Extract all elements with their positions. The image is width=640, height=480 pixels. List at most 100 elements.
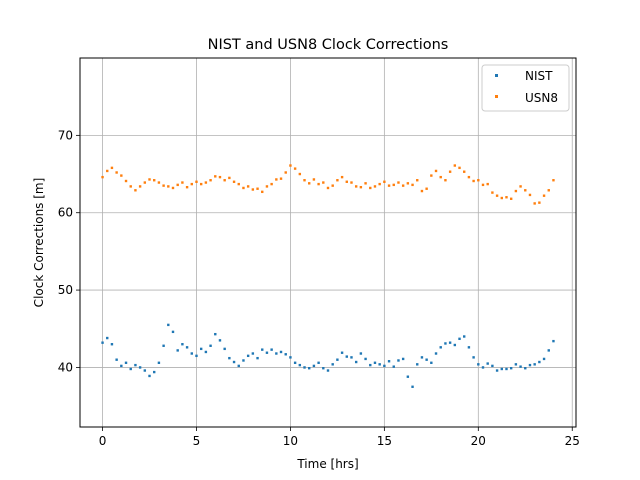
legend: NIST USN8 bbox=[481, 64, 570, 112]
data-point bbox=[528, 193, 532, 197]
data-point bbox=[317, 361, 320, 364]
data-point bbox=[383, 180, 386, 183]
data-point bbox=[463, 170, 466, 173]
data-point bbox=[256, 356, 259, 360]
data-point bbox=[392, 365, 395, 368]
data-point bbox=[101, 175, 104, 179]
y-tick-label: 50 bbox=[58, 283, 73, 297]
data-point bbox=[312, 364, 316, 368]
data-point bbox=[500, 367, 503, 371]
data-point bbox=[153, 370, 156, 374]
x-tick-label: 15 bbox=[377, 434, 392, 448]
data-point bbox=[148, 374, 151, 378]
data-point bbox=[542, 357, 546, 361]
data-point bbox=[509, 197, 513, 200]
data-point bbox=[120, 174, 123, 177]
data-point bbox=[176, 183, 179, 187]
data-point bbox=[430, 174, 433, 177]
data-point bbox=[270, 348, 273, 351]
data-point bbox=[524, 367, 527, 370]
data-point bbox=[162, 344, 165, 347]
data-point bbox=[308, 182, 311, 185]
data-point bbox=[458, 166, 461, 170]
data-point bbox=[171, 186, 175, 190]
data-point bbox=[289, 164, 292, 167]
data-point bbox=[345, 355, 348, 358]
data-point bbox=[359, 185, 363, 189]
data-point bbox=[373, 361, 377, 364]
x-axis-label: Time [hrs] bbox=[296, 457, 358, 471]
data-point bbox=[350, 181, 353, 184]
data-point bbox=[134, 363, 137, 367]
data-point bbox=[308, 367, 311, 370]
data-point bbox=[340, 175, 344, 179]
plot-data bbox=[101, 164, 555, 388]
data-point bbox=[251, 352, 255, 355]
data-point bbox=[350, 356, 353, 359]
data-point bbox=[369, 363, 372, 367]
data-point bbox=[331, 184, 334, 187]
data-point bbox=[115, 171, 118, 174]
data-point bbox=[453, 343, 457, 347]
data-point bbox=[538, 360, 541, 364]
data-point bbox=[232, 180, 236, 183]
data-point bbox=[134, 189, 137, 192]
data-point bbox=[293, 167, 297, 170]
data-point bbox=[120, 364, 123, 368]
legend-label-usn8: USN8 bbox=[525, 91, 558, 105]
data-point bbox=[284, 171, 287, 174]
data-point bbox=[101, 341, 104, 344]
axes-frame bbox=[79, 57, 577, 428]
data-point bbox=[354, 185, 358, 188]
data-point bbox=[463, 335, 466, 338]
axis-ticks: 0 5 10 15 20 25 40 50 60 70 bbox=[58, 128, 580, 448]
data-point bbox=[354, 360, 358, 364]
data-point bbox=[138, 366, 142, 369]
data-point bbox=[411, 385, 414, 388]
data-point bbox=[364, 182, 367, 185]
data-point bbox=[491, 191, 494, 194]
data-point bbox=[190, 352, 193, 355]
data-point bbox=[157, 361, 161, 364]
data-point bbox=[265, 185, 269, 188]
data-point bbox=[486, 182, 489, 186]
data-point bbox=[237, 364, 240, 368]
data-point bbox=[340, 351, 344, 354]
data-point bbox=[209, 179, 212, 182]
data-point bbox=[420, 189, 424, 193]
data-point bbox=[251, 188, 255, 191]
data-point bbox=[411, 183, 414, 187]
legend-box bbox=[481, 64, 570, 112]
data-point bbox=[199, 347, 203, 351]
data-point bbox=[303, 179, 306, 182]
y-tick-label: 60 bbox=[58, 206, 73, 220]
data-point bbox=[171, 330, 175, 334]
data-point bbox=[143, 369, 147, 372]
data-point bbox=[533, 202, 536, 205]
data-point bbox=[129, 185, 132, 188]
data-point bbox=[430, 361, 433, 364]
data-point bbox=[345, 180, 348, 183]
series-usn8 bbox=[101, 164, 555, 205]
x-tick-label: 25 bbox=[565, 434, 580, 448]
data-point bbox=[378, 363, 381, 366]
data-point bbox=[214, 175, 217, 178]
y-axis-label: Clock Corrections [m] bbox=[32, 178, 46, 308]
data-point bbox=[185, 346, 189, 349]
data-point bbox=[481, 366, 485, 369]
data-point bbox=[401, 357, 405, 361]
data-point bbox=[298, 172, 302, 176]
data-point bbox=[185, 185, 189, 189]
data-point bbox=[167, 185, 170, 188]
data-point bbox=[383, 364, 386, 368]
data-point bbox=[181, 181, 184, 184]
data-point bbox=[218, 175, 222, 179]
data-point bbox=[425, 187, 428, 190]
data-point bbox=[322, 367, 325, 370]
data-point bbox=[275, 178, 278, 181]
data-point bbox=[209, 344, 212, 347]
data-point bbox=[181, 343, 184, 346]
data-point bbox=[195, 180, 198, 183]
data-point bbox=[115, 358, 118, 361]
